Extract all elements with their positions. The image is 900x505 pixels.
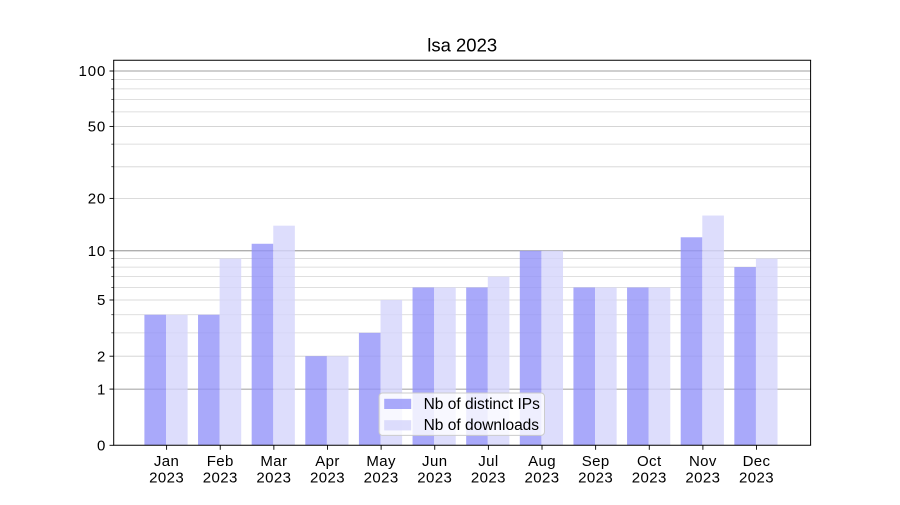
- svg-text:2023: 2023: [525, 470, 560, 487]
- svg-text:2023: 2023: [632, 470, 667, 487]
- svg-text:Jan: Jan: [154, 453, 179, 470]
- svg-text:5: 5: [97, 292, 106, 309]
- svg-text:20: 20: [88, 191, 107, 208]
- svg-text:2: 2: [97, 348, 106, 365]
- svg-text:Nb of downloads: Nb of downloads: [424, 417, 540, 434]
- svg-text:May: May: [366, 453, 396, 470]
- svg-text:Jul: Jul: [478, 453, 498, 470]
- svg-text:Oct: Oct: [637, 453, 662, 470]
- svg-text:Apr: Apr: [315, 453, 340, 470]
- svg-text:2023: 2023: [310, 470, 345, 487]
- svg-text:10: 10: [88, 243, 107, 260]
- svg-text:Dec: Dec: [743, 453, 771, 470]
- svg-text:Feb: Feb: [207, 453, 234, 470]
- svg-text:2023: 2023: [685, 470, 720, 487]
- svg-text:Nb of distinct IPs: Nb of distinct IPs: [424, 396, 541, 413]
- svg-text:Jun: Jun: [422, 453, 447, 470]
- svg-text:Sep: Sep: [582, 453, 610, 470]
- svg-text:1: 1: [97, 381, 106, 398]
- svg-text:lsa 2023: lsa 2023: [427, 35, 497, 56]
- svg-text:2023: 2023: [739, 470, 774, 487]
- svg-text:Mar: Mar: [260, 453, 287, 470]
- svg-text:2023: 2023: [578, 470, 613, 487]
- svg-text:100: 100: [78, 63, 106, 80]
- svg-text:Aug: Aug: [528, 453, 556, 470]
- svg-text:Nov: Nov: [689, 453, 717, 470]
- svg-text:2023: 2023: [149, 470, 184, 487]
- svg-text:2023: 2023: [471, 470, 506, 487]
- svg-text:50: 50: [88, 119, 107, 136]
- svg-text:2023: 2023: [364, 470, 399, 487]
- svg-text:2023: 2023: [256, 470, 291, 487]
- svg-text:2023: 2023: [417, 470, 452, 487]
- svg-text:0: 0: [97, 438, 106, 455]
- svg-text:2023: 2023: [203, 470, 238, 487]
